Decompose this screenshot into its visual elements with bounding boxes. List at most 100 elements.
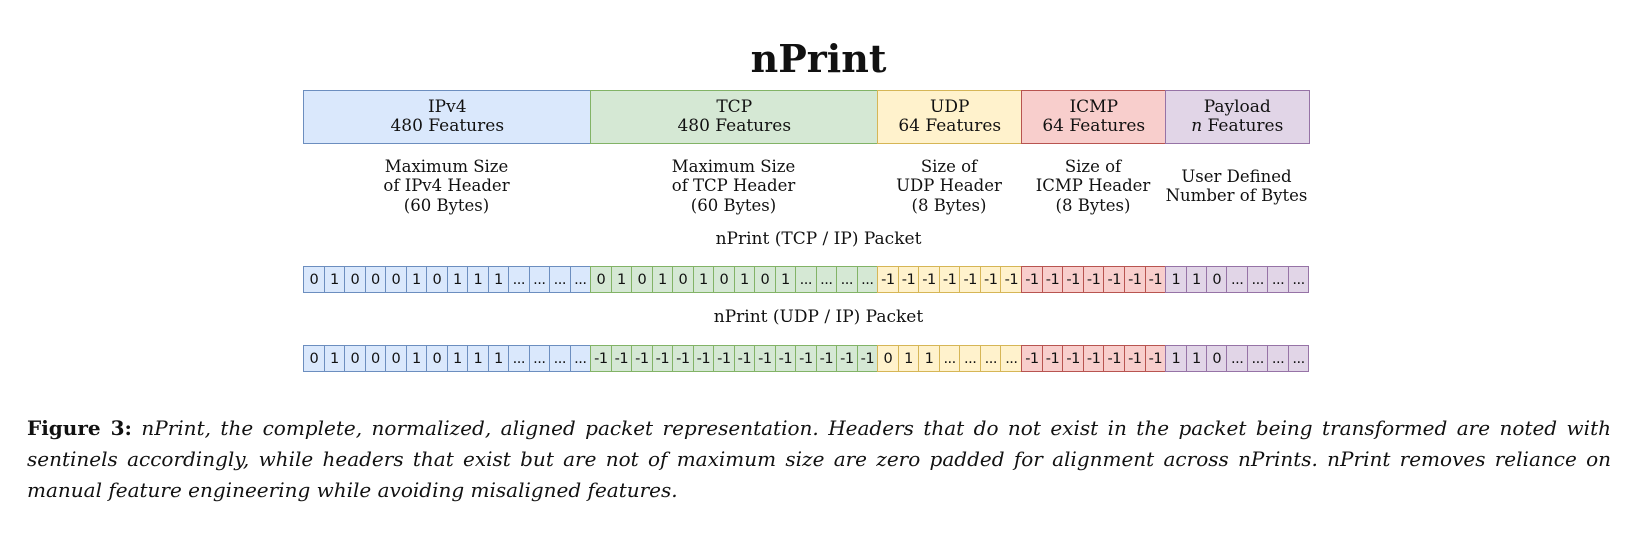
- header-boxes: IPv4 480 Features TCP 480 Features UDP 64 Fea…: [303, 90, 1310, 144]
- packet-cell-tcp: ...: [856, 266, 879, 293]
- description-tcp: Maximum Size of TCP Header (60 Bytes): [590, 156, 877, 216]
- packet-cell-payload: 0: [1205, 266, 1228, 293]
- packet-cell-payload: 1: [1165, 345, 1187, 372]
- caption-label: Figure 3:: [27, 416, 132, 440]
- packet-cell-udp: -1: [877, 266, 899, 293]
- packet-cell-udp: -1: [897, 266, 920, 293]
- packet-cell-icmp: -1: [1123, 345, 1146, 372]
- packet-cell-tcp: 0: [590, 266, 612, 293]
- packet-cell-ipv4: ...: [549, 345, 571, 372]
- description-line: Size of: [920, 156, 978, 176]
- packet-cell-payload: ...: [1267, 266, 1289, 293]
- packet-cell-payload: ...: [1226, 266, 1249, 293]
- packet-cell-ipv4: ...: [528, 266, 551, 293]
- packet-cell-icmp: -1: [1021, 345, 1043, 372]
- packet-cell-payload: 0: [1205, 345, 1228, 372]
- packet-cell-udp: 0: [877, 345, 899, 372]
- packet-cell-tcp: -1: [631, 345, 653, 372]
- packet-cell-icmp: -1: [1144, 345, 1167, 372]
- packet-cell-ipv4: 0: [364, 345, 387, 372]
- header-features-ipv4: 480 Features: [390, 116, 505, 136]
- caption-text: nPrint, the complete, normalized, aligne…: [27, 416, 1611, 502]
- packet-row-udp-ip: 0 1 0 0 0 1 0 1 1 1............ -1 -1 -1 -1 -1 -1 -1 -1 -1…: [303, 345, 1310, 372]
- packet-cell-tcp: 1: [733, 266, 756, 293]
- packet-cell-udp: -1: [918, 266, 940, 293]
- description-icmp: Size of ICMP Header (8 Bytes): [1021, 156, 1165, 216]
- packet-cell-icmp: -1: [1041, 345, 1064, 372]
- packet-cell-tcp: -1: [590, 345, 612, 372]
- packet-cell-tcp: -1: [795, 345, 817, 372]
- description-udp: Size of UDP Header (8 Bytes): [877, 156, 1021, 216]
- packet-cell-icmp: -1: [1062, 266, 1084, 293]
- packet-cell-ipv4: 1: [405, 345, 428, 372]
- packet-cell-tcp: -1: [692, 345, 715, 372]
- packet-cell-ipv4: 0: [385, 266, 407, 293]
- packet-cell-udp: ...: [1000, 345, 1023, 372]
- packet-cell-payload: ...: [1246, 345, 1269, 372]
- packet-cell-icmp: -1: [1103, 345, 1126, 372]
- packet-cell-tcp: 0: [754, 266, 776, 293]
- packet-cell-ipv4: 0: [344, 266, 366, 293]
- figure-caption: Figure 3: nPrint, the complete, normaliz…: [27, 413, 1611, 506]
- packet-cell-icmp: -1: [1123, 266, 1146, 293]
- header-box-payload: Payload n Features: [1165, 90, 1310, 144]
- packet-cell-ipv4: ...: [508, 345, 530, 372]
- header-name-ipv4: IPv4: [427, 97, 467, 117]
- packet-cell-ipv4: ...: [549, 266, 571, 293]
- header-box-ipv4: IPv4 480 Features: [303, 90, 592, 144]
- packet-cell-ipv4: 0: [344, 345, 366, 372]
- header-box-tcp: TCP 480 Features: [590, 90, 879, 144]
- packet-cell-tcp: ...: [815, 266, 838, 293]
- packet-cell-tcp: 1: [610, 266, 633, 293]
- packet-cell-ipv4: ...: [569, 266, 592, 293]
- packet-cell-udp: ...: [979, 345, 1002, 372]
- description-line: Number of Bytes: [1165, 186, 1308, 205]
- features-text: Features: [1202, 116, 1284, 136]
- packet-cell-payload: 1: [1165, 266, 1187, 293]
- packet-cell-ipv4: 0: [303, 345, 325, 372]
- header-features-icmp: 64 Features: [1042, 116, 1146, 136]
- packet-cell-payload: ...: [1267, 345, 1289, 372]
- packet-cell-tcp: -1: [651, 345, 674, 372]
- packet-cell-payload: ...: [1287, 266, 1310, 293]
- packet-cell-payload: ...: [1287, 345, 1310, 372]
- packet-cell-payload: 1: [1185, 345, 1208, 372]
- packet-cell-ipv4: ...: [528, 345, 551, 372]
- header-features-tcp: 480 Features: [677, 116, 792, 136]
- header-features-payload: n Features: [1191, 117, 1283, 136]
- packet-cell-udp: -1: [1000, 266, 1023, 293]
- description-line: of IPv4 Header: [383, 176, 510, 196]
- packet-cell-tcp: -1: [610, 345, 633, 372]
- description-line: User Defined: [1181, 166, 1292, 186]
- description-line: (60 Bytes): [403, 195, 490, 215]
- packet-cell-ipv4: 1: [487, 266, 510, 293]
- packet-cell-ipv4: 0: [426, 345, 448, 372]
- packet-label-tcp-ip: nPrint (TCP / IP) Packet: [715, 229, 922, 249]
- packet-cell-tcp: 1: [692, 266, 715, 293]
- description-line: of TCP Header: [671, 176, 796, 196]
- packet-cell-udp: -1: [938, 266, 961, 293]
- description-line: (8 Bytes): [911, 195, 987, 215]
- packet-cell-udp: ...: [959, 345, 982, 372]
- description-payload: User Defined Number of Bytes: [1165, 156, 1308, 216]
- packet-cell-icmp: -1: [1041, 266, 1064, 293]
- packet-cell-tcp: ...: [836, 266, 858, 293]
- features-variable: n: [1191, 116, 1203, 136]
- header-box-udp: UDP 64 Features: [877, 90, 1023, 144]
- packet-cell-payload: 1: [1185, 266, 1208, 293]
- packet-cell-tcp: 0: [672, 266, 694, 293]
- packet-cell-icmp: -1: [1082, 266, 1105, 293]
- packet-cell-ipv4: 0: [364, 266, 387, 293]
- description-line: ICMP Header: [1035, 176, 1151, 196]
- description-line: Maximum Size: [671, 156, 796, 176]
- packet-cell-ipv4: ...: [569, 345, 592, 372]
- packet-cell-ipv4: 1: [467, 266, 489, 293]
- packet-cell-tcp: 1: [774, 266, 797, 293]
- packet-cell-ipv4: 1: [487, 345, 510, 372]
- header-descriptions: Maximum Size of IPv4 Header (60 Bytes) Maxi…: [303, 156, 1308, 216]
- header-name-payload: Payload: [1203, 97, 1271, 117]
- packet-cell-icmp: -1: [1062, 345, 1084, 372]
- packet-cell-icmp: -1: [1021, 266, 1043, 293]
- packet-cell-udp: -1: [959, 266, 982, 293]
- packet-cell-ipv4: 0: [303, 266, 325, 293]
